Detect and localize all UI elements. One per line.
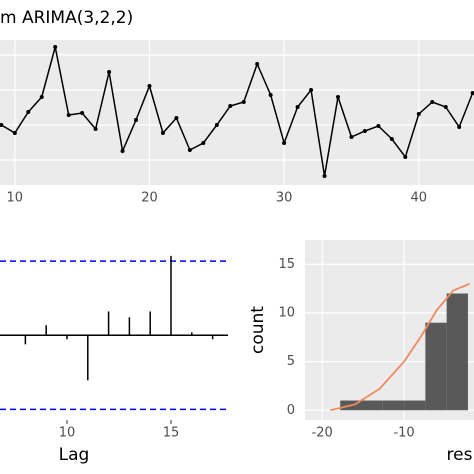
point: [160, 131, 165, 135]
point: [416, 112, 421, 116]
point: [430, 100, 435, 104]
point: [147, 84, 152, 88]
point: [174, 116, 179, 120]
x-tick-label: -20: [312, 426, 333, 441]
chart-title: m ARIMA(3,2,2): [0, 8, 133, 28]
density-curve: [330, 282, 470, 412]
point: [403, 155, 408, 159]
point: [335, 95, 340, 99]
point: [93, 127, 98, 131]
point: [322, 174, 327, 178]
panel-background: [0, 240, 228, 420]
panel-background: [0, 40, 474, 185]
point: [457, 125, 462, 129]
y-tick-label: 15: [278, 257, 295, 272]
point: [268, 93, 273, 97]
point: [349, 135, 354, 139]
point: [80, 111, 85, 115]
point: [26, 110, 31, 114]
point: [282, 141, 287, 145]
x-tick-label: 10: [7, 191, 24, 206]
x-axis-label: Lag: [59, 445, 90, 465]
point: [376, 124, 381, 128]
point: [362, 129, 367, 133]
point: [107, 70, 112, 74]
x-tick-label: 30: [276, 191, 293, 206]
point: [120, 149, 125, 153]
x-tick-label: 20: [141, 191, 158, 206]
point: [201, 141, 206, 145]
point: [255, 62, 260, 66]
y-axis-label: count: [248, 306, 268, 354]
x-tick-label: 15: [163, 426, 180, 441]
histogram-bar: [404, 400, 426, 411]
line: [0, 46, 474, 177]
point: [241, 100, 246, 104]
x-axis-label: res: [447, 445, 473, 465]
point: [12, 131, 17, 135]
point: [134, 118, 139, 122]
y-tick-label: 10: [278, 305, 295, 320]
point: [309, 88, 314, 92]
point: [66, 113, 71, 117]
y-tick-label: 5: [287, 354, 295, 369]
x-tick-label: 40: [411, 191, 428, 206]
histogram-bar: [361, 400, 383, 411]
histogram-bar: [446, 293, 468, 411]
x-tick-label: 10: [59, 426, 76, 441]
histogram-bar: [382, 400, 405, 411]
histogram-bar: [425, 322, 447, 411]
point: [295, 105, 300, 109]
point: [228, 104, 233, 108]
point: [470, 91, 474, 95]
point: [53, 45, 58, 49]
point: [443, 105, 448, 109]
panel: [0, 240, 228, 420]
point: [0, 123, 4, 127]
x-tick-label: -10: [393, 426, 414, 441]
point: [187, 148, 192, 152]
panel: [0, 40, 474, 185]
point: [389, 137, 394, 141]
point: [39, 95, 44, 99]
point: [214, 123, 219, 127]
panel: [305, 240, 474, 420]
y-tick-label: 0: [287, 403, 295, 418]
